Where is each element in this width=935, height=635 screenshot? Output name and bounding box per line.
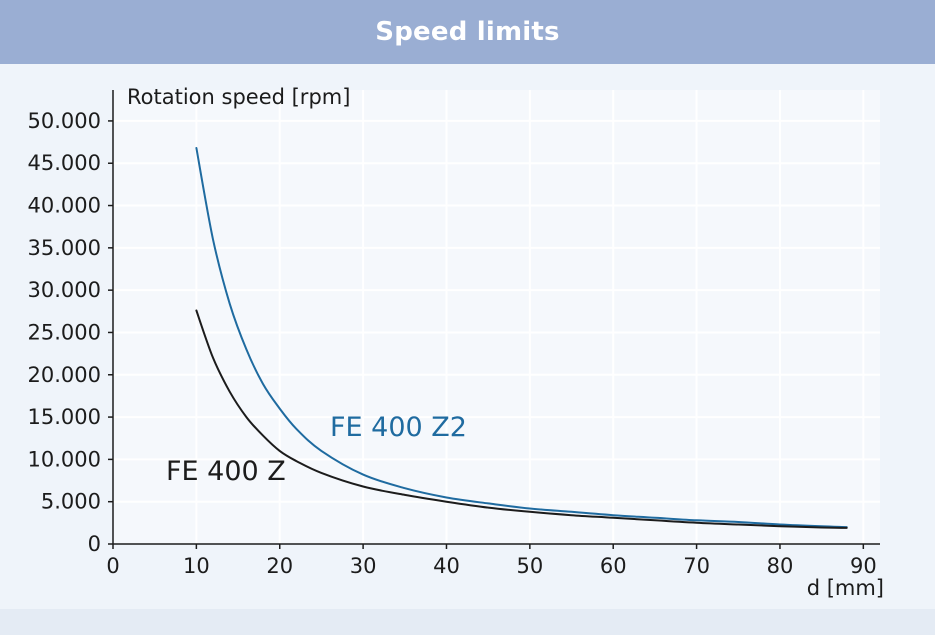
y-tick-label: 25.000 <box>28 320 101 344</box>
grid-layer <box>113 90 880 544</box>
x-tick-label: 50 <box>516 554 543 578</box>
chart-title: Speed limits <box>375 17 560 47</box>
x-tick-label: 10 <box>183 554 210 578</box>
x-tick-label: 20 <box>266 554 293 578</box>
x-tick-label: 80 <box>767 554 794 578</box>
y-tick-label: 40.000 <box>28 194 101 218</box>
x-tick-label: 30 <box>350 554 377 578</box>
series-line-fe400z <box>195 309 848 529</box>
y-tick-label: 10.000 <box>28 447 101 471</box>
series-line-fe400z2 <box>195 147 848 529</box>
x-tick-label: 0 <box>106 554 119 578</box>
y-tick-label: 0 <box>88 532 101 556</box>
plot-background <box>113 90 880 544</box>
y-tick-label: 15.000 <box>28 405 101 429</box>
y-tick-label: 35.000 <box>28 236 101 260</box>
y-tick-label: 45.000 <box>28 151 101 175</box>
y-tick-label: 50.000 <box>28 109 101 133</box>
label-layer: Rotation speed [rpm] d [mm] FE 400 Z2 FE… <box>127 85 884 600</box>
y-tick-label: 20.000 <box>28 363 101 387</box>
y-axis-title: Rotation speed [rpm] <box>127 85 350 109</box>
y-tick-label: 5.000 <box>41 490 101 514</box>
rotation-speed-chart: 0 10 20 30 40 50 60 70 80 90 0 5.000 10.000 15.000 20.… <box>28 85 884 600</box>
x-tick-label: 40 <box>433 554 460 578</box>
x-axis-title: d [mm] <box>807 576 884 600</box>
series-layer <box>195 147 848 529</box>
x-tick-label: 90 <box>850 554 877 578</box>
series-label-fe400z: FE 400 Z <box>166 456 286 487</box>
x-tick-label: 60 <box>600 554 627 578</box>
y-tick-label: 30.000 <box>28 278 101 302</box>
x-tick-label: 70 <box>683 554 710 578</box>
axis-layer: 0 10 20 30 40 50 60 70 80 90 0 5.000 10.000 15.000 20.… <box>28 90 880 578</box>
chart-header: Speed limits <box>0 0 935 64</box>
series-label-fe400z2: FE 400 Z2 <box>330 412 467 443</box>
footer-band <box>0 609 935 635</box>
